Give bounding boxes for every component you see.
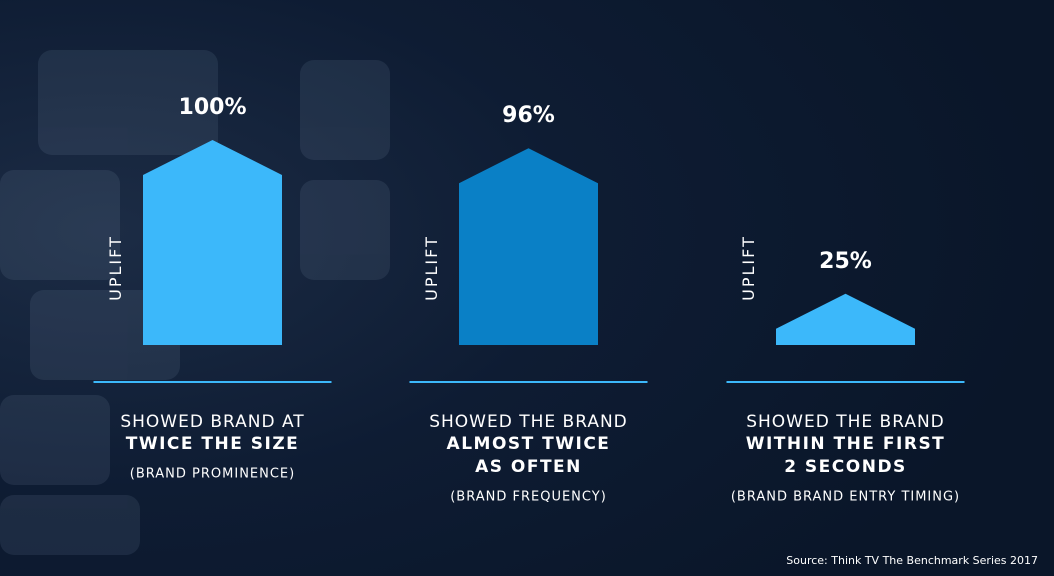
caption-lead: SHOWED THE BRAND [429,412,628,432]
category-note: (BRAND BRAND ENTRY TIMING) [731,490,960,505]
bar [459,148,598,345]
caption-emphasis: TWICE THE SIZE [126,434,300,454]
caption-lead: SHOWED BRAND AT [120,412,304,432]
caption-emphasis: ALMOST TWICE [447,434,611,454]
source: Source: Think TV The Benchmark Series 20… [786,554,1038,567]
y-label: UPLIFT [739,235,758,301]
value-label: 100% [179,95,247,120]
bar [776,293,915,345]
caption-emphasis: 2 SECONDS [784,457,907,477]
value-label: 96% [502,103,555,128]
bar [143,140,282,345]
y-label: UPLIFT [106,235,125,301]
category-note: (BRAND PROMINENCE) [130,467,295,482]
background-tiles [0,50,390,555]
caption-lead: SHOWED THE BRAND [746,412,945,432]
caption-emphasis: WITHIN THE FIRST [746,434,946,454]
y-label: UPLIFT [422,235,441,301]
caption-emphasis: AS OFTEN [475,457,582,477]
value-label: 25% [819,249,872,274]
category-note: (BRAND FREQUENCY) [450,490,607,505]
